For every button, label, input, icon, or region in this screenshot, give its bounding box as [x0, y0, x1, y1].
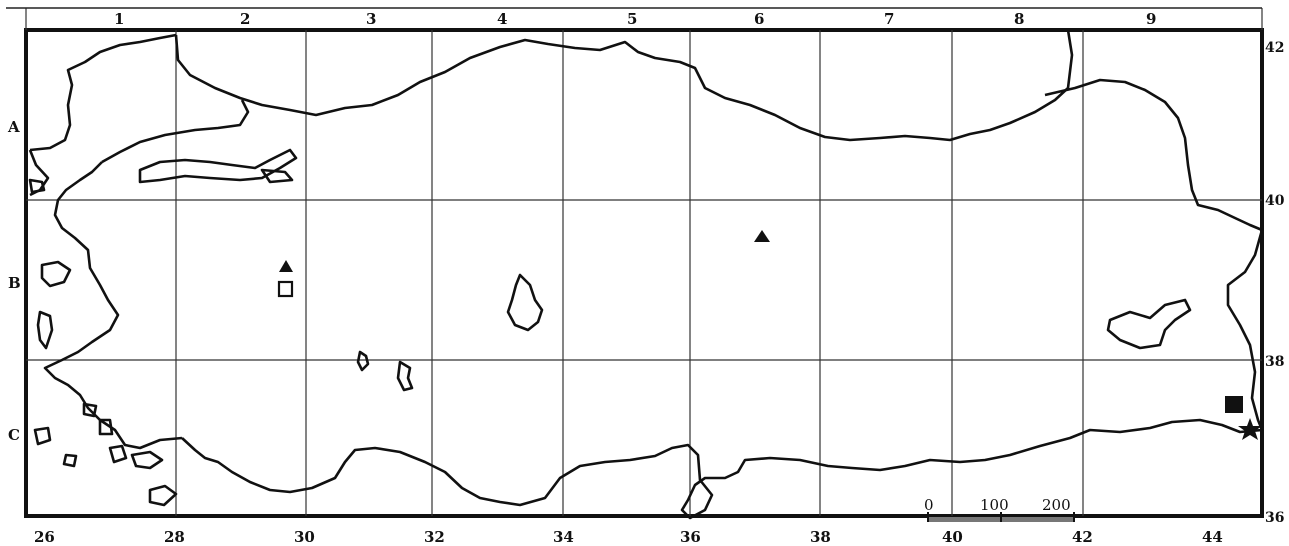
latitude-label-36: 36 [1265, 510, 1284, 526]
longitude-labels: 26 28 30 32 34 36 38 40 42 44 [34, 528, 1223, 546]
longitude-label-32: 32 [424, 528, 445, 546]
longitude-label-38: 38 [810, 528, 831, 546]
row-label-a: A [7, 118, 20, 136]
filled-triangle-marker [754, 230, 770, 242]
scale-label-0: 0 [924, 496, 934, 514]
column-label-1: 1 [114, 10, 124, 28]
longitude-label-36: 36 [680, 528, 701, 546]
longitude-label-30: 30 [294, 528, 315, 546]
column-labels: 1 2 3 4 5 6 7 8 9 [114, 10, 1156, 28]
column-label-3: 3 [366, 10, 376, 28]
filled-square-marker [1225, 396, 1243, 413]
filled-star-marker [1238, 418, 1262, 440]
longitude-label-44: 44 [1202, 528, 1223, 546]
row-labels: A B C [7, 118, 21, 444]
column-label-7: 7 [884, 10, 894, 28]
markers [277, 230, 1262, 440]
column-label-2: 2 [240, 10, 250, 28]
column-label-8: 8 [1014, 10, 1024, 28]
longitude-label-26: 26 [34, 528, 55, 546]
latitude-labels: 42 40 38 36 [1265, 40, 1285, 526]
map-frame [24, 28, 1264, 518]
filled-triangle-marker [279, 260, 293, 272]
scale-bar: 0 100 200 [924, 496, 1075, 522]
latitude-label-38: 38 [1265, 354, 1284, 370]
column-label-9: 9 [1146, 10, 1156, 28]
scale-label-200: 200 [1042, 496, 1071, 514]
scale-label-100: 100 [980, 496, 1009, 514]
longitude-label-34: 34 [553, 528, 574, 546]
column-label-4: 4 [497, 10, 507, 28]
row-label-b: B [8, 274, 21, 292]
longitude-label-28: 28 [164, 528, 185, 546]
longitude-label-42: 42 [1072, 528, 1093, 546]
row-label-c: C [8, 426, 20, 444]
latitude-label-40: 40 [1265, 193, 1285, 209]
latitude-label-42: 42 [1265, 40, 1284, 56]
grid-lines [25, 8, 1263, 516]
open-square-marker [277, 280, 294, 298]
column-label-5: 5 [627, 10, 637, 28]
column-label-6: 6 [754, 10, 764, 28]
country-outline [28, 29, 1264, 520]
longitude-label-40: 40 [942, 528, 963, 546]
